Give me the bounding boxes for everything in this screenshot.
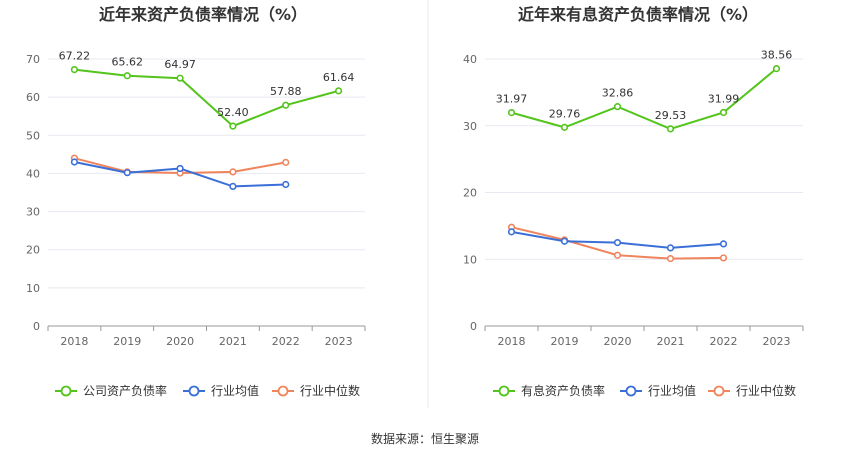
data-label: 32.86 [602, 87, 634, 100]
x-tick-label: 2018 [60, 335, 88, 348]
y-tick-label: 40 [26, 167, 40, 180]
legend-label: 行业中位数 [736, 383, 796, 398]
data-point [719, 254, 728, 262]
legend-label: 有息资产负债率 [521, 383, 605, 398]
y-tick-label: 0 [33, 320, 40, 333]
legend-marker [625, 385, 637, 397]
data-label: 61.64 [323, 71, 355, 84]
data-point [507, 109, 516, 117]
data-label: 52.40 [217, 106, 249, 119]
x-tick-label: 2019 [113, 335, 141, 348]
data-point [176, 164, 184, 173]
x-tick-label: 2021 [219, 335, 247, 348]
y-tick-label: 10 [26, 282, 40, 295]
data-point [666, 244, 675, 252]
x-tick-label: 2022 [272, 335, 300, 348]
y-tick-label: 30 [26, 206, 40, 219]
data-point [70, 66, 79, 74]
x-tick-label: 2019 [551, 335, 579, 348]
y-tick-label: 20 [26, 244, 40, 257]
x-tick-label: 2023 [325, 335, 353, 348]
data-label: 65.62 [112, 56, 144, 69]
data-point [123, 169, 131, 177]
data-label: 57.88 [270, 85, 302, 98]
legend-label: 公司资产负债率 [83, 383, 167, 398]
data-point [70, 158, 79, 166]
data-label: 64.97 [164, 58, 196, 71]
y-tick-label: 40 [463, 53, 477, 66]
legend-marker [60, 385, 72, 397]
data-label: 67.22 [59, 50, 91, 63]
data-point [613, 251, 622, 259]
data-point [334, 87, 343, 95]
data-point [613, 103, 622, 111]
x-tick-label: 2020 [166, 335, 194, 348]
legend-marker [498, 385, 510, 397]
data-point [229, 168, 237, 176]
data-point [719, 108, 728, 117]
data-point [282, 101, 290, 109]
series-line-green [74, 68, 339, 128]
x-tick-label: 2021 [657, 335, 685, 348]
y-tick-label: 20 [463, 187, 477, 200]
data-point [613, 238, 622, 247]
series-line-green [511, 67, 778, 130]
y-tick-label: 0 [470, 320, 477, 333]
legend-marker [277, 385, 289, 397]
data-label: 31.99 [708, 92, 740, 105]
legend-label: 行业均值 [211, 383, 259, 398]
interest-debt-ratio-chart: 近年来有息资产负债率情况（%） 0 10 20 30 40 2018 2019 2020 2021… [463, 5, 804, 398]
data-point [229, 182, 237, 190]
data-point [282, 158, 290, 166]
y-tick-label: 60 [26, 91, 40, 104]
data-label: 38.56 [761, 49, 793, 62]
data-point [229, 122, 237, 130]
data-label: 29.53 [655, 109, 687, 122]
legend-label: 行业均值 [648, 383, 696, 398]
data-source: 数据来源：恒生聚源 [371, 431, 479, 446]
chart-title: 近年来有息资产负债率情况（%） [518, 5, 758, 24]
x-tick-label: 2018 [498, 335, 526, 348]
data-label: 31.97 [496, 93, 528, 106]
data-point [560, 123, 569, 131]
legend-label: 行业中位数 [300, 383, 360, 398]
data-point [666, 125, 675, 133]
x-tick-label: 2022 [710, 335, 738, 348]
data-point [666, 254, 675, 263]
y-tick-label: 50 [26, 129, 40, 142]
data-point [176, 74, 184, 82]
data-point [719, 240, 728, 248]
data-point [123, 72, 131, 80]
y-tick-label: 10 [463, 253, 477, 266]
data-point [507, 228, 516, 236]
legend-marker [713, 385, 725, 397]
x-tick-label: 2020 [604, 335, 632, 348]
legend-marker [188, 385, 200, 397]
data-point [560, 237, 569, 245]
debt-ratio-chart: 近年来资产负债率情况（%） 0 10 20 30 40 50 60 70 2018 2019 2020… [26, 5, 366, 398]
y-tick-label: 30 [463, 120, 477, 133]
data-point [282, 180, 290, 189]
chart-title: 近年来资产负债率情况（%） [99, 5, 307, 24]
data-point [772, 65, 781, 73]
data-label: 29.76 [549, 107, 581, 120]
x-tick-label: 2023 [763, 335, 791, 348]
y-tick-label: 70 [26, 53, 40, 66]
